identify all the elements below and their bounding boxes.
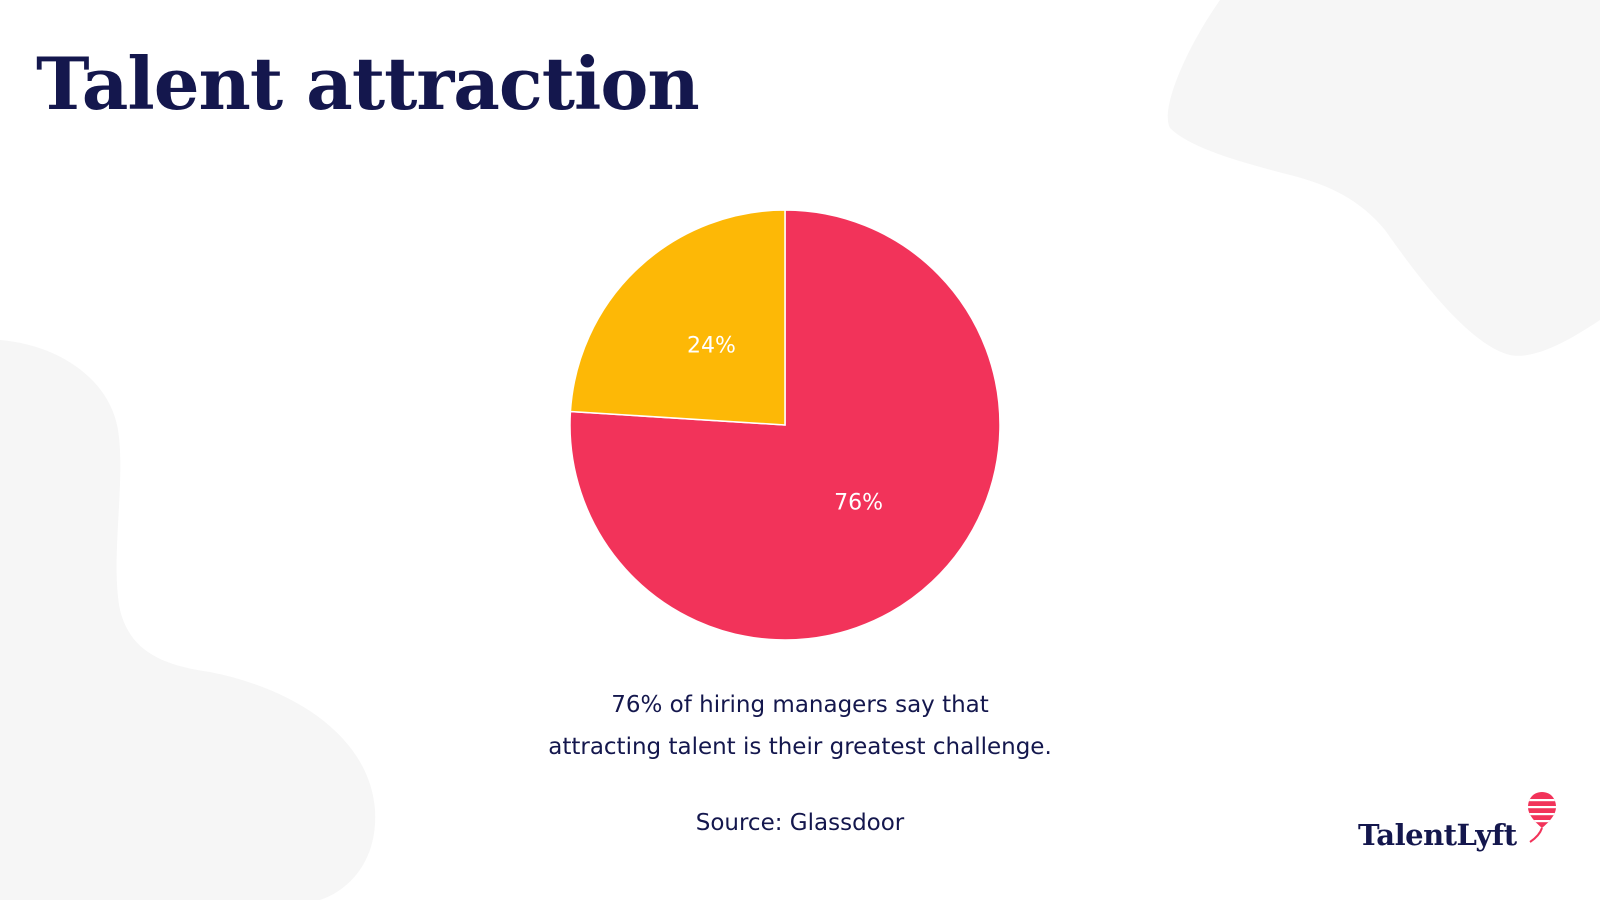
background-blob-right [1167, 0, 1600, 356]
talentlyft-logo: TalentLyft [1358, 784, 1558, 864]
pie-slice-label-2: 24% [687, 334, 736, 359]
logo-wordmark: TalentLyft [1358, 818, 1517, 852]
source-note: Source: Glassdoor [695, 810, 905, 836]
pie-chart: 76% 24% [569, 209, 1001, 641]
page-title: Talent attraction [36, 41, 700, 126]
pie-slice-2 [569, 209, 786, 426]
background-blob-left [0, 340, 376, 900]
balloon-icon [1528, 792, 1556, 843]
pie-slice-label-1: 76% [834, 490, 883, 515]
chart-caption: 76% of hiring managers say that attracti… [380, 684, 1220, 768]
caption-line-1: 76% of hiring managers say that [611, 692, 989, 718]
caption-line-2: attracting talent is their greatest chal… [548, 734, 1052, 760]
